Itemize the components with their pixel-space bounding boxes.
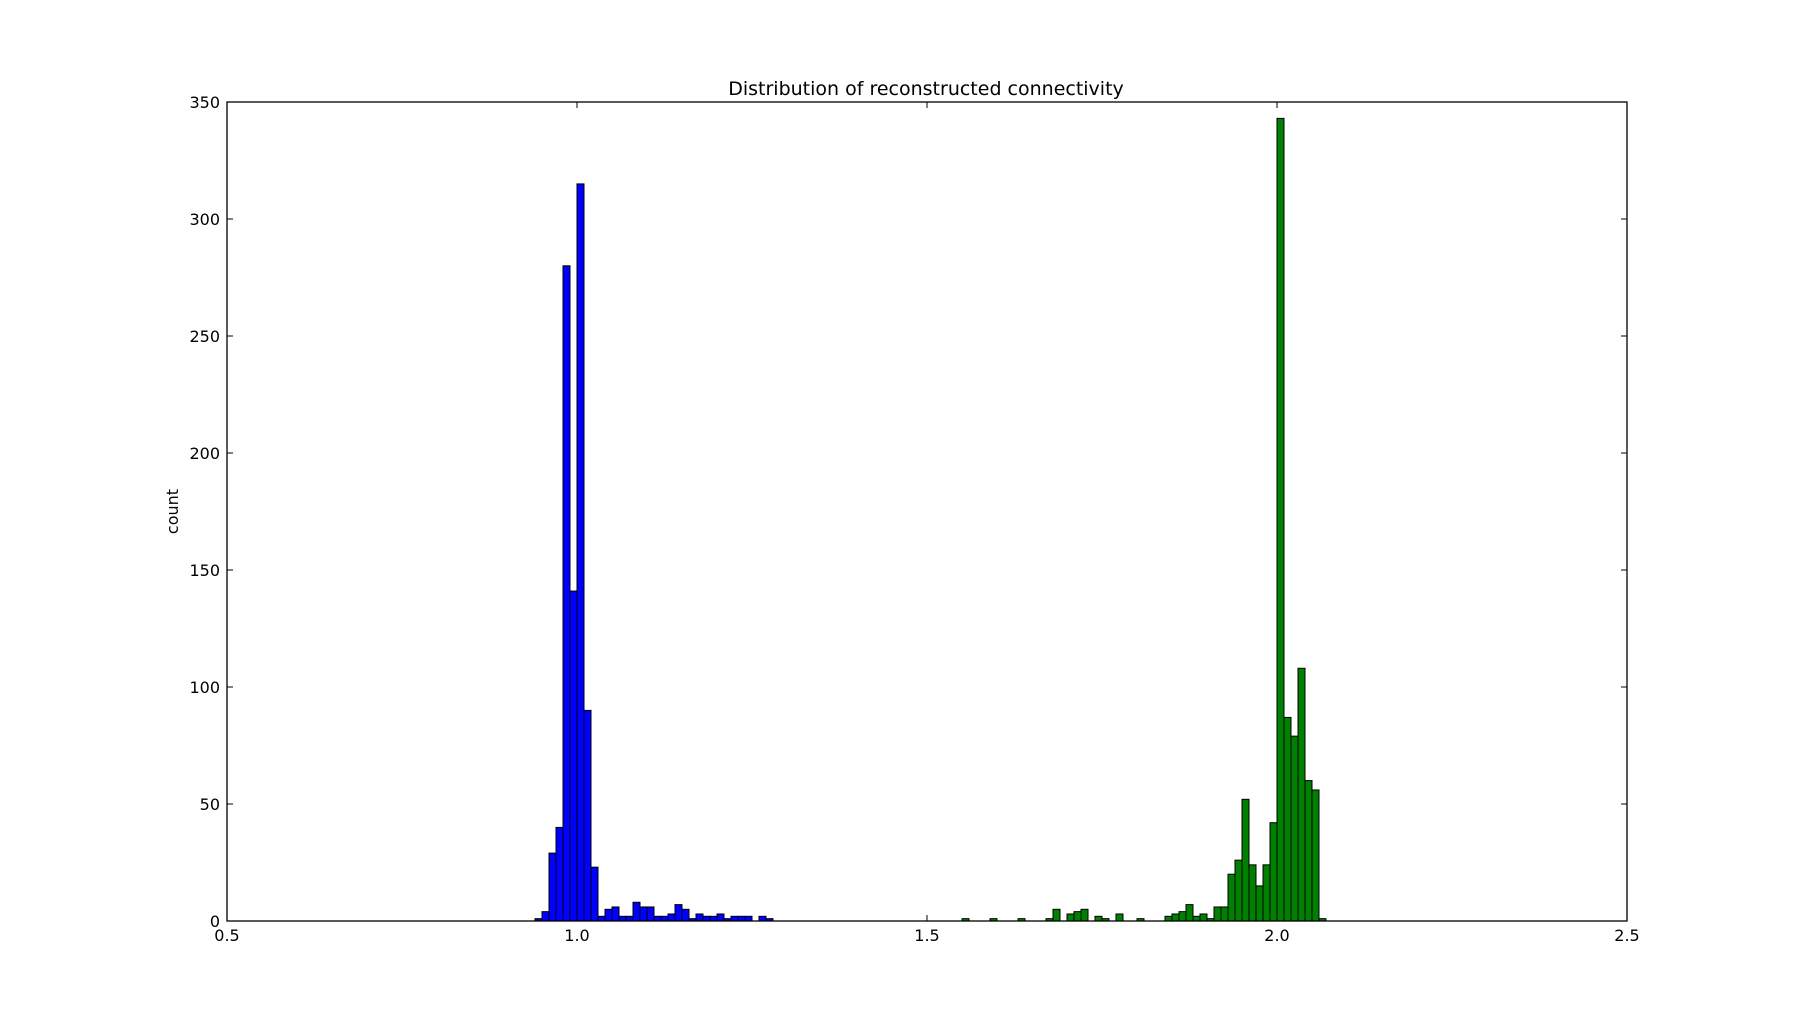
bar-series1-8 [590, 866, 599, 922]
bar-series2-6 [1073, 911, 1082, 922]
bar-series1-14 [632, 901, 641, 922]
bar-series1-10 [604, 908, 613, 922]
bar-series2-15 [1185, 904, 1194, 922]
bar-series2-10 [1115, 913, 1124, 922]
y-tick-label: 50 [200, 795, 220, 814]
bar-series2-16 [1192, 915, 1201, 922]
bar-series1-16 [646, 906, 655, 922]
bar-series1-21 [681, 908, 690, 922]
bar-series1-9 [597, 915, 606, 922]
x-tick-label: 1.5 [914, 926, 939, 945]
bar-series1-2 [548, 852, 557, 922]
x-tick-label: 2.5 [1614, 926, 1639, 945]
bar-series1-3 [555, 826, 564, 922]
bar-series1-7 [583, 709, 592, 922]
bar-series1-19 [667, 913, 676, 922]
bars-group [534, 117, 1327, 922]
bar-series2-13 [1171, 913, 1180, 922]
bar-series1-4 [562, 265, 571, 922]
y-axis-label: count [163, 489, 182, 534]
x-tick-label: 0.5 [214, 926, 239, 945]
bar-series2-27 [1269, 822, 1278, 922]
bar-series2-14 [1178, 911, 1187, 922]
bar-series2-20 [1220, 906, 1229, 922]
bar-series1-29 [737, 915, 746, 922]
bar-series1-15 [639, 906, 648, 922]
y-tick-label: 350 [189, 93, 220, 112]
bar-series2-22 [1234, 859, 1243, 922]
x-tick-label: 2.0 [1264, 926, 1289, 945]
bar-series1-6 [576, 183, 585, 922]
bar-series2-23 [1241, 798, 1250, 922]
y-tick-label: 300 [189, 210, 220, 229]
bar-series2-25 [1255, 885, 1264, 922]
bar-series1-5 [569, 590, 578, 922]
bar-series1-13 [625, 915, 634, 922]
bar-series2-17 [1199, 913, 1208, 922]
y-tick-label: 250 [189, 327, 220, 346]
bar-series2-33 [1311, 789, 1320, 922]
bar-series2-19 [1213, 906, 1222, 922]
bar-series2-32 [1304, 780, 1313, 922]
bar-series1-20 [674, 904, 683, 922]
bar-series2-24 [1248, 864, 1257, 922]
bar-series2-5 [1066, 913, 1075, 922]
bar-series1-12 [618, 915, 627, 922]
bar-series2-28 [1276, 117, 1285, 922]
bar-series1-23 [695, 913, 704, 922]
y-tick-label: 0 [210, 912, 220, 931]
bar-series1-18 [660, 915, 669, 922]
bar-series2-12 [1164, 915, 1173, 922]
bar-series1-1 [541, 911, 550, 922]
bar-series2-21 [1227, 873, 1236, 922]
bar-series1-17 [653, 915, 662, 922]
ticks-group: 0.5 1.0 1.5 2.0 2.5 0 50 100 150 200 250 300 350 [189, 93, 1639, 945]
bar-series1-25 [709, 915, 718, 922]
chart-title: Distribution of reconstructed connectivi… [728, 78, 1124, 100]
bar-series1-26 [716, 913, 725, 922]
y-tick-label: 200 [189, 444, 220, 463]
bar-series2-7 [1080, 908, 1089, 922]
y-tick-label: 100 [189, 678, 220, 697]
bar-series1-30 [744, 915, 753, 922]
bar-series2-8 [1094, 915, 1103, 922]
bar-series2-31 [1297, 667, 1306, 922]
bar-series2-29 [1283, 716, 1292, 922]
x-tick-label: 1.0 [564, 926, 589, 945]
bar-series1-28 [730, 915, 739, 922]
bar-series2-26 [1262, 864, 1271, 922]
plot-frame [226, 101, 1628, 922]
y-tick-label: 150 [189, 561, 220, 580]
bar-series1-32 [758, 915, 767, 922]
bar-series2-4 [1052, 908, 1061, 922]
bar-series1-11 [611, 906, 620, 922]
bar-series2-30 [1290, 735, 1299, 922]
bar-series1-24 [702, 915, 711, 922]
